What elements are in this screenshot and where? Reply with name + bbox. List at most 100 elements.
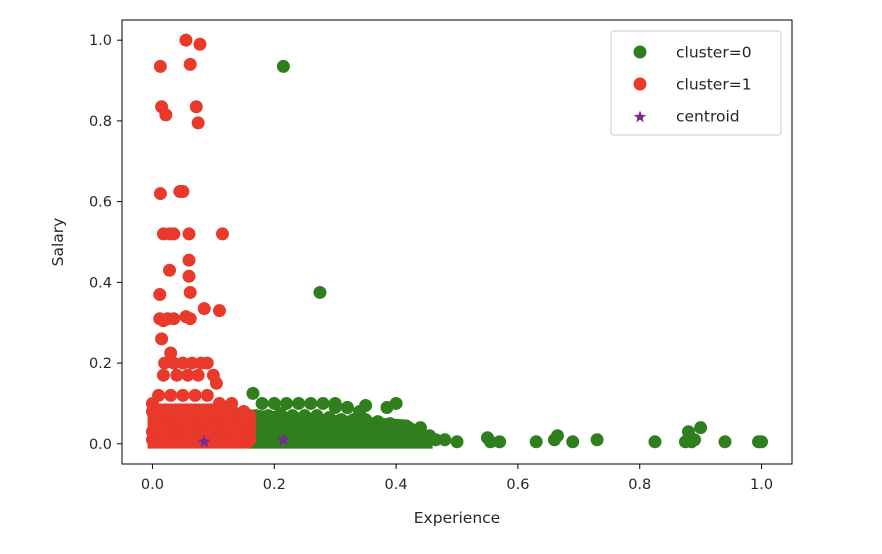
cluster-0-point	[334, 413, 348, 427]
legend-frame	[610, 30, 782, 136]
x-tick-label: 0.0	[141, 477, 164, 493]
cluster-0-point	[386, 425, 400, 439]
cluster-1-point	[170, 368, 184, 382]
cluster-0-point	[289, 421, 303, 435]
centroid-point	[197, 434, 211, 448]
cluster-0-point	[438, 433, 452, 447]
legend-label: cluster=1	[676, 76, 752, 94]
cluster-1-point	[183, 285, 197, 299]
cluster-1-point	[197, 302, 211, 316]
x-tick-label: 0.6	[506, 477, 529, 493]
cluster-1-point	[182, 433, 196, 447]
cluster-0-point	[292, 396, 306, 410]
cluster-0-point	[590, 433, 604, 447]
cluster-1-point	[176, 388, 190, 402]
cluster-0-point	[694, 421, 708, 435]
cluster-0-point	[340, 400, 354, 414]
cluster-1-point	[167, 312, 181, 326]
cluster-1-point	[183, 312, 197, 326]
cluster-0-point	[322, 433, 336, 447]
cluster-0-point	[359, 413, 373, 427]
cluster-1-point	[181, 368, 195, 382]
cluster-1-point	[206, 433, 220, 447]
cluster-1-point	[219, 433, 233, 447]
cluster-0-point	[313, 421, 327, 435]
cluster-1-point	[153, 287, 167, 301]
cluster-0-point	[365, 429, 379, 443]
cluster-1-point	[145, 405, 159, 419]
cluster-1-point	[182, 253, 196, 267]
legend-label: centroid	[676, 108, 740, 126]
cluster-1-point	[183, 57, 197, 71]
cluster-1-point	[200, 356, 214, 370]
cluster-1-point	[194, 405, 208, 419]
cluster-0-point	[264, 419, 278, 433]
cluster-0-point	[395, 433, 409, 447]
cluster-1-point	[179, 33, 193, 47]
cluster-1-point	[167, 356, 181, 370]
cluster-1-point	[212, 304, 226, 318]
cluster-1-point	[158, 405, 172, 419]
cluster-0-point	[279, 396, 293, 410]
y-tick-label: 0.6	[89, 195, 112, 211]
x-axis-ticks: 0.0 0.2 0.4 0.6 0.8 1.0	[141, 464, 773, 493]
cluster-1-point	[191, 116, 205, 130]
cluster-1-point	[206, 405, 220, 419]
y-tick-label: 1.0	[89, 33, 112, 49]
cluster-0-point	[350, 423, 363, 437]
cluster-0-point	[267, 396, 281, 410]
cluster-1-point	[182, 269, 196, 283]
cluster-1-point	[219, 405, 233, 419]
x-tick-label: 0.2	[263, 477, 286, 493]
cluster-0-point	[273, 407, 287, 421]
cluster-0-point	[450, 435, 464, 449]
centroid-point	[276, 432, 291, 446]
cluster-0-point	[322, 411, 336, 425]
cluster-1-point	[164, 346, 178, 360]
cluster-0-point	[551, 429, 564, 443]
cluster-0-point	[413, 421, 427, 435]
y-tick-label: 0.8	[89, 114, 112, 130]
y-axis-label: Salary	[49, 218, 67, 267]
cluster-0-point	[313, 285, 327, 299]
cluster-0-point	[377, 433, 391, 447]
cluster-0-point	[648, 435, 662, 449]
cluster-1-point	[191, 368, 205, 382]
cluster-0-point	[276, 421, 290, 435]
cluster-1-point	[167, 227, 181, 241]
y-axis-ticks: 0.0 0.2 0.4 0.6 0.8 1.0	[89, 33, 122, 453]
cluster-0-point	[371, 415, 385, 429]
cluster-1-point	[193, 37, 207, 51]
cluster-0-point	[298, 429, 312, 443]
cluster-0-point	[389, 396, 403, 410]
cluster-1-point	[158, 433, 172, 447]
cluster-0-point	[755, 435, 769, 449]
cluster-0-point	[261, 409, 275, 423]
cluster-0-point	[267, 433, 281, 447]
cluster-1-point	[189, 100, 203, 114]
cluster-0-point	[529, 435, 543, 449]
cluster-1-point	[170, 405, 184, 419]
cluster-0-point	[310, 409, 324, 423]
cluster-0-point	[334, 429, 348, 443]
cluster-1-point	[243, 433, 257, 447]
cluster-0-point	[346, 413, 360, 427]
cluster-0-point	[325, 421, 339, 435]
x-axis-label: Experience	[414, 509, 500, 527]
cluster-1-point	[200, 388, 214, 402]
cluster-1-point	[209, 376, 223, 390]
legend: cluster=0 cluster=1 centroid	[610, 30, 782, 136]
legend-centroid-icon	[633, 110, 647, 123]
cluster-0-point	[688, 433, 702, 447]
marks-layer	[145, 33, 769, 449]
cluster-0-point	[328, 396, 342, 410]
cluster-1-point	[176, 185, 190, 199]
x-tick-label: 0.4	[385, 477, 408, 493]
legend-cluster-0-icon	[633, 45, 647, 59]
cluster-0-point	[246, 386, 260, 400]
cluster-1-point	[170, 433, 184, 447]
cluster-0-point	[255, 429, 269, 443]
cluster-0-point	[493, 435, 507, 449]
cluster-1-point	[182, 405, 196, 419]
